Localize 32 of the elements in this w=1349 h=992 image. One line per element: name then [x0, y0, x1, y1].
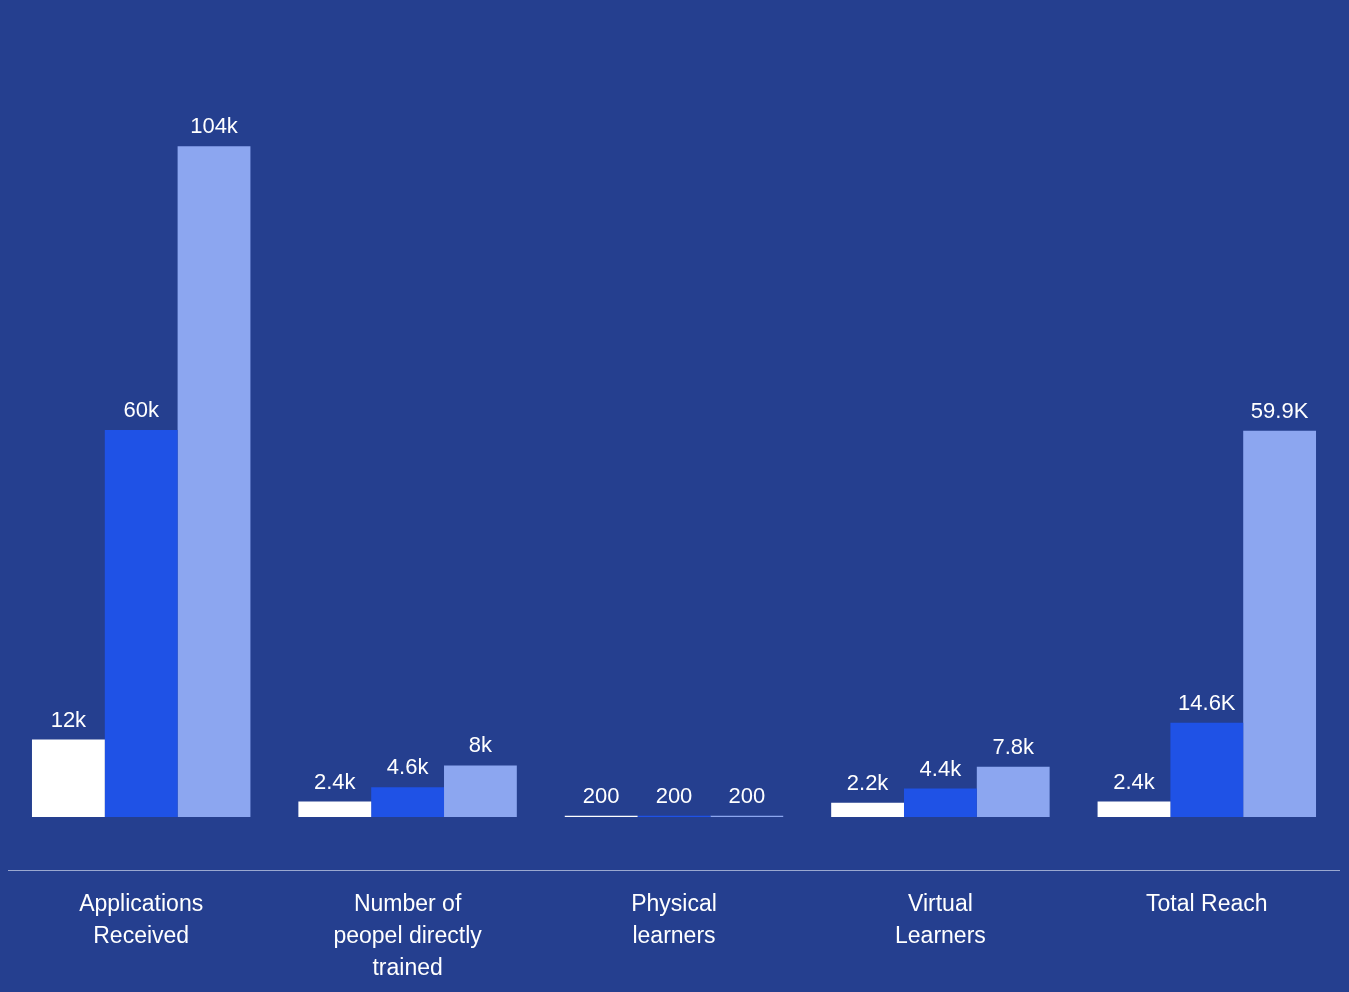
- data-label: 14.6K: [1178, 689, 1236, 715]
- bar: [177, 146, 251, 817]
- bar: [1097, 801, 1171, 817]
- bar: [444, 765, 517, 817]
- bar: [1243, 430, 1317, 817]
- bar: [371, 787, 445, 817]
- x-tick-label: Total Reach: [1146, 889, 1268, 916]
- bar: [976, 766, 1050, 817]
- data-label: 200: [655, 782, 693, 808]
- data-label: 2.4k: [1113, 768, 1156, 794]
- data-label: 7.8k: [992, 733, 1035, 759]
- x-tick-label: Virtual Learners: [895, 889, 986, 948]
- data-label: 2.4k: [313, 768, 357, 794]
- x-tick-label: Applications Received: [79, 889, 204, 948]
- bar: [903, 788, 977, 817]
- bar: [31, 739, 105, 817]
- x-tick-label: Number of peopel directly trained: [333, 889, 483, 980]
- data-label: 59.9K: [1250, 397, 1309, 423]
- data-label: 200: [728, 782, 766, 808]
- bar: [104, 430, 178, 817]
- data-label: 12k: [50, 706, 88, 732]
- data-label: 60k: [123, 397, 160, 423]
- data-label: 200: [582, 782, 620, 808]
- data-label: 104k: [190, 113, 239, 139]
- data-label: 4.4k: [919, 755, 963, 781]
- bar: [298, 801, 372, 817]
- data-label: 8k: [468, 732, 494, 758]
- x-tick-label: Physical learners: [631, 889, 717, 948]
- data-label: 4.6k: [386, 754, 430, 780]
- data-label: 2.2k: [846, 769, 890, 795]
- bar: [831, 802, 904, 817]
- bar: [1170, 722, 1244, 817]
